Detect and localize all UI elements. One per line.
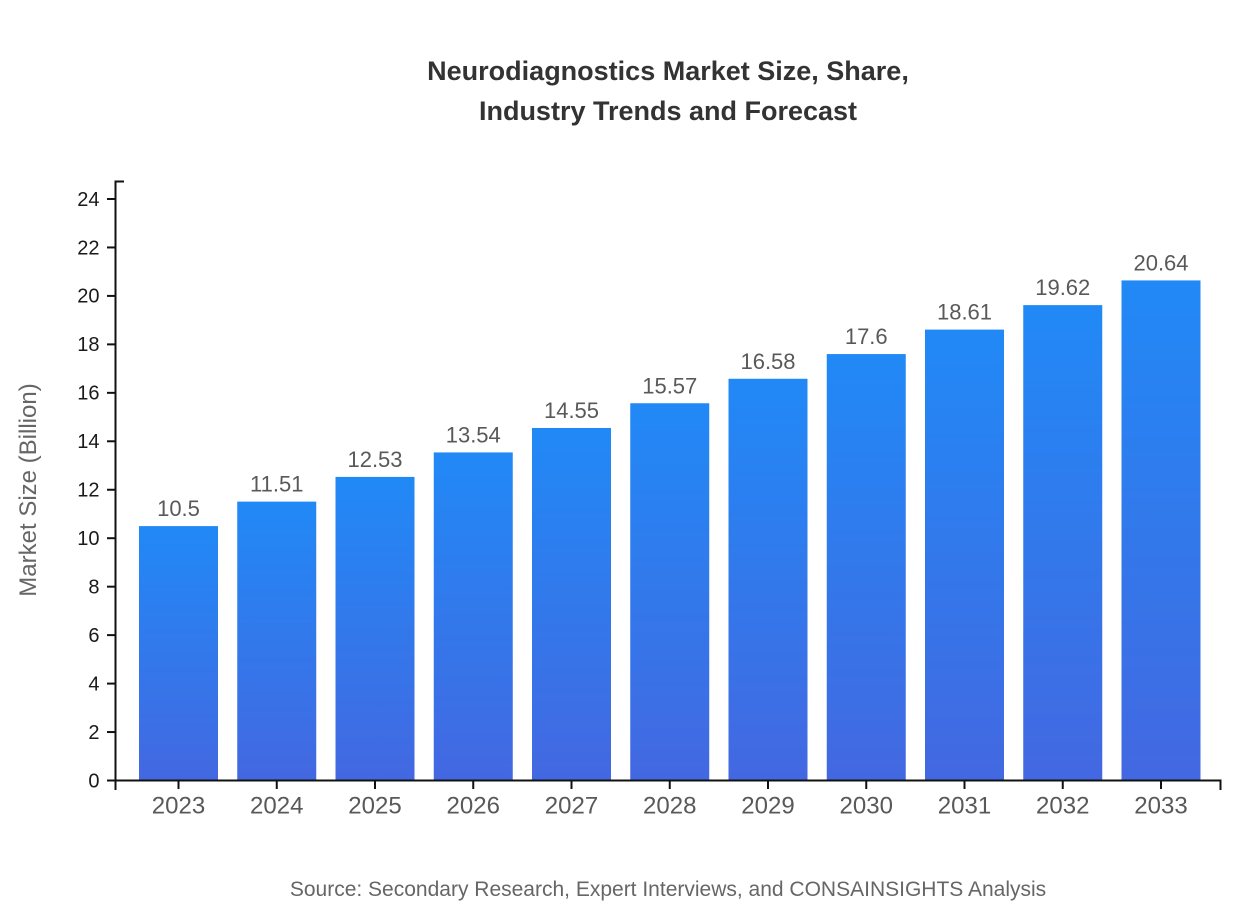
y-axis-title: Market Size (Billion) [15,383,42,596]
bar-2030 [826,354,906,781]
value-label-2031: 18.61 [937,300,992,325]
value-label-2027: 14.55 [544,398,599,423]
bar-2028 [630,403,710,781]
bar-2027 [532,427,611,781]
bar-2033 [1121,280,1201,781]
x-axis-line [114,779,1222,790]
x-tick-label-2026: 2026 [447,793,500,820]
x-tick-label-2030: 2030 [840,793,893,820]
bar-2026 [433,452,513,781]
x-tick-label-2031: 2031 [938,793,991,820]
y-axis-line [114,180,124,781]
y-tick-label: 20 [77,286,99,308]
chart-title-line2: Industry Trends and Forecast [478,96,858,126]
bar-2032 [1023,305,1103,781]
y-tick-label: 16 [77,383,99,405]
value-label-2025: 12.53 [347,447,402,472]
x-tick-label-2028: 2028 [643,793,696,820]
chart-title: Neurodiagnostics Market Size, Share, Ind… [115,51,1221,131]
y-tick-label: 2 [88,722,99,744]
y-tick-label: 18 [77,334,99,356]
value-label-2023: 10.5 [157,496,200,521]
y-tick-label: 8 [88,576,99,598]
y-tick-label: 6 [88,625,99,647]
value-labels-group: 10.5 11.51 12.53 13.54 14.55 15.57 16.58 17.6 18… [157,250,1188,521]
bar-2023 [139,526,218,781]
bar-2031 [925,329,1004,781]
value-label-2030: 17.6 [845,324,888,349]
y-tick-label: 10 [77,528,99,550]
value-label-2026: 13.54 [446,422,501,447]
x-tick-label-2025: 2025 [348,793,401,820]
bar-2025 [335,476,415,781]
x-tick-label-2029: 2029 [741,793,794,820]
y-tick-label: 12 [77,480,99,502]
bars-group [139,280,1201,781]
y-tick-label: 24 [77,189,99,211]
bar-2029 [728,378,808,781]
bar-2024 [237,501,317,781]
value-label-2024: 11.51 [250,472,303,497]
chart-title-line1: Neurodiagnostics Market Size, Share, [427,56,909,86]
x-tick-label-2033: 2033 [1134,793,1187,820]
x-tick-label-2024: 2024 [250,793,303,820]
value-label-2028: 15.57 [642,373,697,398]
value-label-2033: 20.64 [1133,250,1188,275]
x-tick-label-2023: 2023 [152,793,205,820]
y-tick-label: 0 [88,770,99,792]
y-tick-label: 22 [77,237,99,259]
y-tick-label: 4 [88,673,99,695]
value-label-2032: 19.62 [1035,275,1090,300]
source-note: Source: Secondary Research, Expert Inter… [289,878,1047,901]
y-tick-label: 14 [77,431,99,453]
x-tick-label-2032: 2032 [1036,793,1089,820]
value-label-2029: 16.58 [740,349,795,374]
x-tick-label-2027: 2027 [545,793,598,820]
